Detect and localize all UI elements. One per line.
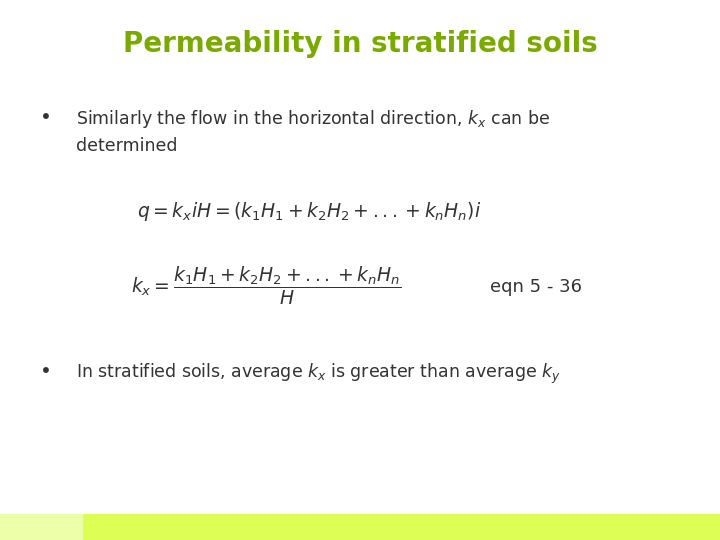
Text: In stratified soils, average $k_x$ is greater than average $k_y$: In stratified soils, average $k_x$ is gr…	[76, 362, 560, 386]
Text: •: •	[40, 108, 51, 127]
Bar	[83, 514, 720, 540]
Text: •: •	[40, 362, 51, 381]
Text: $q = k_x iH = (k_1 H_1 + k_2 H_2 + ...+ k_n H_n)i$: $q = k_x iH = (k_1 H_1 + k_2 H_2 + ...+ …	[138, 200, 482, 223]
Text: $k_x = \dfrac{k_1 H_1 + k_2 H_2 + ...+ k_n H_n}{H}$: $k_x = \dfrac{k_1 H_1 + k_2 H_2 + ...+ k…	[131, 265, 402, 307]
Text: eqn 5 - 36: eqn 5 - 36	[490, 278, 582, 296]
Text: Permeability in stratified soils: Permeability in stratified soils	[122, 30, 598, 58]
Text: Similarly the flow in the horizontal direction, $k_x$ can be
determined: Similarly the flow in the horizontal dir…	[76, 108, 550, 155]
Bar	[0, 514, 83, 540]
